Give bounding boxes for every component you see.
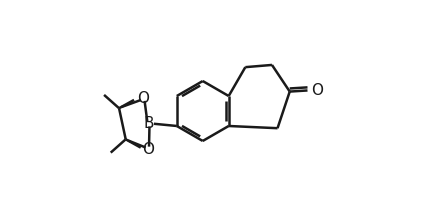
Text: B: B bbox=[144, 116, 154, 131]
Text: O: O bbox=[138, 91, 149, 106]
Text: O: O bbox=[142, 142, 154, 157]
Text: O: O bbox=[311, 83, 323, 98]
